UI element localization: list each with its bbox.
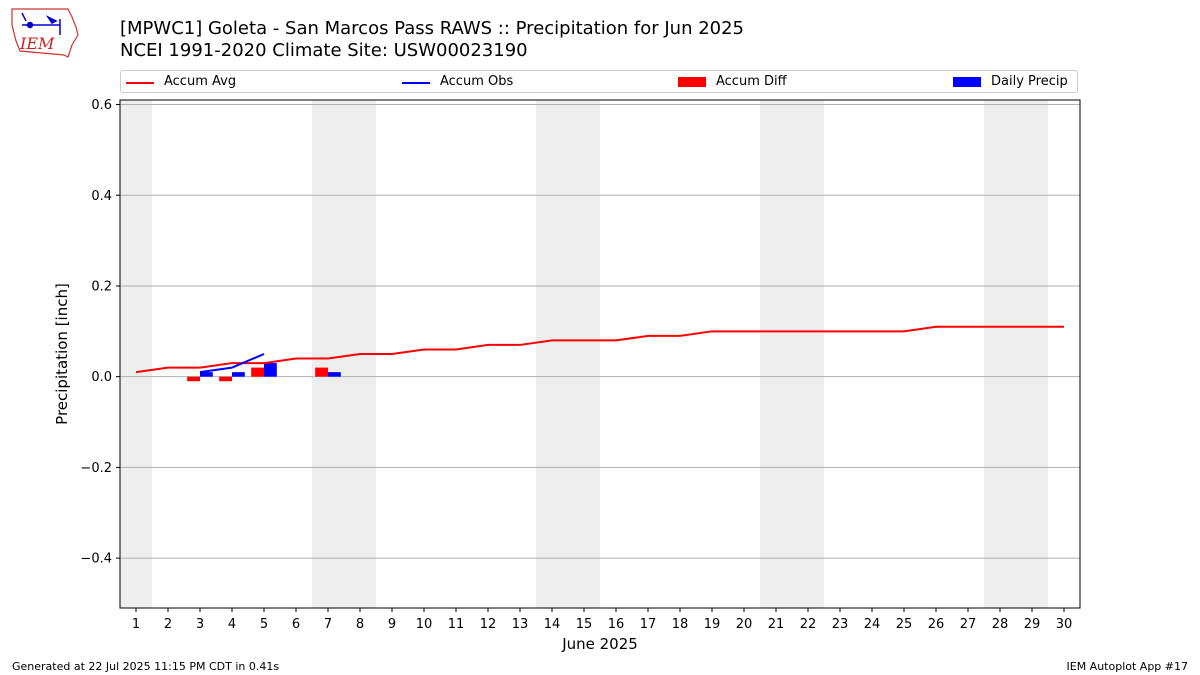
xtick-label-23: 23: [832, 617, 849, 632]
xtick-label-2: 2: [164, 617, 172, 632]
weekend-shade-22: [792, 100, 824, 608]
xtick-label-12: 12: [480, 617, 497, 632]
ytick-label-2: 0.0: [91, 370, 112, 385]
weekend-shade-14: [536, 100, 568, 608]
xtick-label-4: 4: [228, 617, 236, 632]
xtick-label-30: 30: [1056, 617, 1073, 632]
bar-daily-precip-4: [232, 372, 245, 377]
weekend-shade-15: [568, 100, 600, 608]
bar-daily-precip-5: [264, 363, 277, 377]
xtick-label-11: 11: [448, 617, 465, 632]
xtick-label-26: 26: [928, 617, 945, 632]
xtick-label-29: 29: [1024, 617, 1041, 632]
weekend-shade-7: [312, 100, 344, 608]
bar-accum-diff-4: [219, 376, 232, 382]
xtick-label-7: 7: [324, 617, 332, 632]
xtick-label-17: 17: [640, 617, 657, 632]
weather-station-icon: [21, 12, 61, 35]
xtick-label-22: 22: [800, 617, 817, 632]
ytick-label-5: 0.6: [91, 98, 112, 113]
legend-swatch-accum-avg: [126, 82, 154, 84]
legend-label-daily-precip: Daily Precip: [991, 74, 1068, 89]
xtick-label-9: 9: [388, 617, 396, 632]
legend-label-accum-obs: Accum Obs: [440, 74, 514, 89]
xtick-label-18: 18: [672, 617, 689, 632]
bar-accum-diff-3: [187, 376, 200, 382]
legend: Accum Avg Accum Obs Accum Diff Daily Pre…: [120, 70, 1078, 93]
plot-frame: [119, 99, 1081, 609]
weekend-shade-29: [1016, 100, 1048, 608]
iem-logo: IEM: [11, 8, 79, 58]
legend-swatch-accum-obs: [402, 82, 430, 84]
xtick-label-24: 24: [864, 617, 881, 632]
xtick-label-27: 27: [960, 617, 977, 632]
footer-generated-text: Generated at 22 Jul 2025 11:15 PM CDT in…: [12, 660, 280, 673]
xtick-label-19: 19: [704, 617, 721, 632]
xtick-label-25: 25: [896, 617, 913, 632]
xtick-label-13: 13: [512, 617, 529, 632]
xtick-label-14: 14: [544, 617, 561, 632]
xtick-label-16: 16: [608, 617, 625, 632]
x-axis-label: June 2025: [561, 635, 638, 653]
ytick-label-4: 0.4: [91, 189, 112, 204]
iowa-outline-icon: [11, 8, 79, 58]
bar-daily-precip-3: [200, 372, 213, 377]
xtick-label-6: 6: [292, 617, 300, 632]
chart-title: [MPWC1] Goleta - San Marcos Pass RAWS ::…: [120, 18, 745, 39]
weekend-shade-28: [984, 100, 1016, 608]
legend-label-accum-diff: Accum Diff: [716, 74, 787, 89]
weekend-shade-21: [760, 100, 792, 608]
bar-daily-precip-7: [328, 372, 341, 377]
legend-swatch-daily-precip: [953, 77, 981, 87]
bar-accum-diff-5: [251, 367, 264, 377]
xtick-label-21: 21: [768, 617, 785, 632]
chart-subtitle: NCEI 1991-2020 Climate Site: USW00023190: [120, 40, 528, 61]
logo-text: IEM: [19, 34, 55, 53]
xtick-label-8: 8: [356, 617, 364, 632]
series-line-accum-avg: [135, 325, 1064, 374]
ytick-label-0: −0.4: [80, 552, 112, 567]
xtick-label-3: 3: [196, 617, 204, 632]
footer-app-text: IEM Autoplot App #17: [1066, 660, 1189, 673]
series-line-accum-obs: [199, 353, 265, 374]
y-axis-label: Precipitation [inch]: [53, 283, 71, 425]
xtick-label-15: 15: [576, 617, 593, 632]
xtick-label-20: 20: [736, 617, 753, 632]
bar-accum-diff-7: [315, 367, 328, 377]
legend-label-accum-avg: Accum Avg: [164, 74, 237, 89]
xtick-label-5: 5: [260, 617, 268, 632]
weekend-shade-1: [120, 100, 152, 608]
xtick-label-28: 28: [992, 617, 1009, 632]
legend-swatch-accum-diff: [678, 77, 706, 87]
xtick-label-1: 1: [132, 617, 140, 632]
ytick-label-3: 0.2: [91, 279, 112, 294]
ytick-label-1: −0.2: [80, 461, 112, 476]
xtick-label-10: 10: [416, 617, 433, 632]
